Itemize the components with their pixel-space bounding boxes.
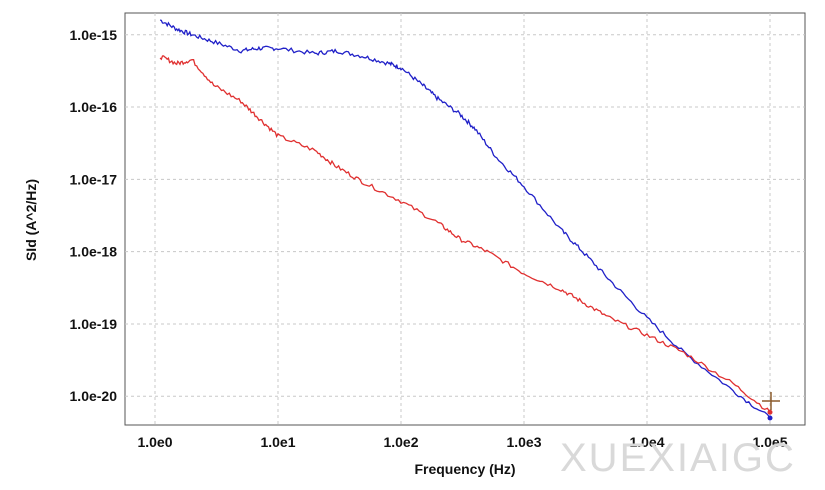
series-end-point [767, 415, 773, 421]
x-tick-label: 1.0e3 [506, 434, 541, 450]
x-tick-label: 1.0e2 [383, 434, 418, 450]
x-tick-label: 1.0e5 [752, 434, 787, 450]
x-axis-label: Frequency (Hz) [414, 461, 515, 477]
series-lines [159, 19, 773, 421]
x-tick-label: 1.0e0 [137, 434, 172, 450]
y-tick-label: 1.0e-18 [70, 244, 118, 260]
series-end-point [767, 409, 773, 415]
y-tick-label: 1.0e-17 [70, 171, 118, 187]
y-axis-ticks: 1.0e-15 1.0e-16 1.0e-17 1.0e-18 1.0e-19 1.0e-… [70, 27, 118, 404]
watermark: XUEXIAIGC [560, 436, 796, 480]
y-tick-label: 1.0e-19 [70, 316, 118, 332]
x-tick-label: 1.0e1 [260, 434, 295, 450]
y-tick-label: 1.0e-16 [70, 99, 118, 115]
grid [125, 13, 805, 425]
x-axis-ticks: 1.0e0 1.0e1 1.0e2 1.0e3 1.0e4 1.0e5 [137, 434, 787, 450]
y-tick-label: 1.0e-15 [70, 27, 118, 43]
y-tick-label: 1.0e-20 [70, 388, 118, 404]
y-axis-label: SId (A^2/Hz) [23, 179, 39, 261]
series-line-red [159, 55, 771, 413]
series-line-blue [159, 19, 771, 419]
x-tick-label: 1.0e4 [629, 434, 664, 450]
cursor-cross-icon [762, 392, 780, 410]
